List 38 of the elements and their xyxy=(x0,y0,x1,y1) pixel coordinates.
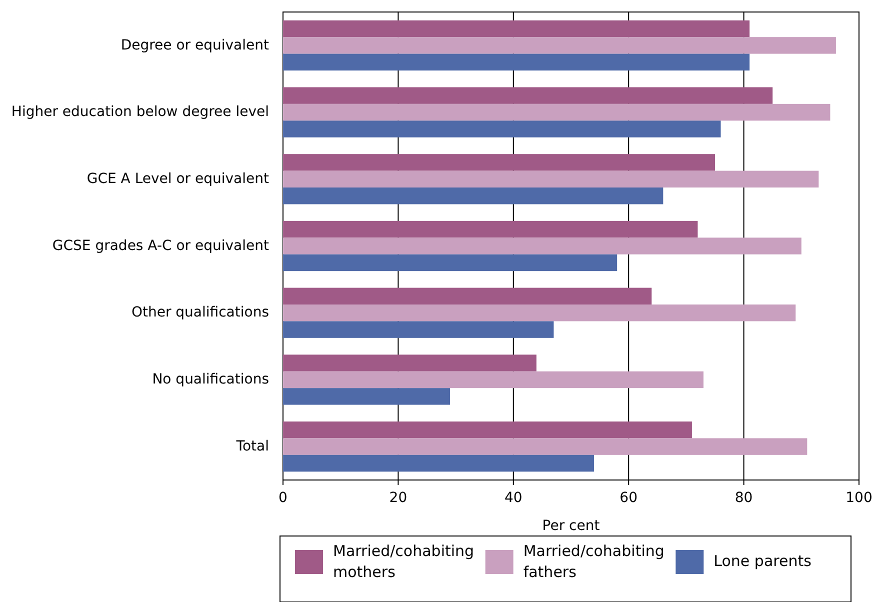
x-tick-label: 20 xyxy=(389,490,408,506)
bar xyxy=(283,422,692,438)
bar xyxy=(283,321,554,338)
bar xyxy=(283,220,698,238)
bar xyxy=(283,438,808,455)
bar xyxy=(283,371,704,388)
bar xyxy=(283,188,664,204)
bar xyxy=(283,170,819,188)
bar xyxy=(283,37,836,54)
bar xyxy=(283,254,618,272)
y-tick-label: Total xyxy=(235,438,269,454)
y-tick-label: Degree or equivalent xyxy=(120,37,270,54)
x-tick-label: 0 xyxy=(278,490,288,506)
bar xyxy=(283,388,450,405)
bar xyxy=(283,304,796,322)
y-tick-label: Other qualifications xyxy=(131,304,269,321)
y-tick-label: No qualifications xyxy=(152,372,269,388)
bar xyxy=(283,104,830,121)
legend-label: Lone parents xyxy=(714,552,812,570)
x-axis-title: Per cent xyxy=(542,518,600,534)
x-tick-label: 80 xyxy=(734,490,753,506)
bar xyxy=(283,238,802,254)
bar xyxy=(283,87,773,104)
bar xyxy=(283,288,652,304)
bar xyxy=(283,354,536,372)
y-tick-label: GCSE grades A-C or equivalent xyxy=(52,238,270,254)
x-tick-label: 40 xyxy=(504,490,522,506)
y-tick-label: Higher education below degree level xyxy=(11,104,269,120)
legend-label: Married/cohabiting mothers xyxy=(333,542,474,582)
x-tick-label: 100 xyxy=(846,490,872,506)
legend-label: Married/cohabiting fathers xyxy=(523,542,664,582)
bar xyxy=(283,154,715,171)
y-tick-label: GCE A Level or equivalent xyxy=(86,170,270,187)
bar xyxy=(283,20,750,38)
bar xyxy=(283,454,594,472)
bar xyxy=(283,120,721,138)
bar xyxy=(283,54,750,70)
x-tick-label: 60 xyxy=(620,490,638,506)
